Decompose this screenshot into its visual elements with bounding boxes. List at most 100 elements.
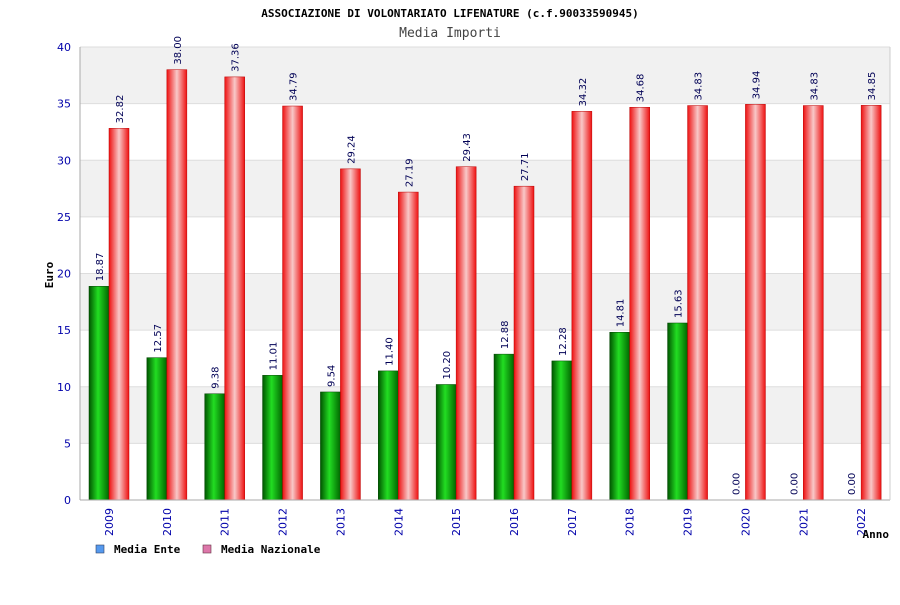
- value-label-nazionale: 34.32: [578, 78, 589, 107]
- value-label-ente: 15.63: [674, 289, 685, 318]
- bar-media-nazionale: [860, 105, 882, 501]
- x-tick-label: 2020: [739, 508, 752, 536]
- x-tick-label: 2013: [334, 508, 347, 536]
- bars: [88, 69, 882, 501]
- bar-media-ente: [667, 322, 688, 501]
- value-label-ente: 0.00: [731, 473, 742, 495]
- value-labels: 18.87 32.82 12.57 38.00 9.38 37.36 11.01 34.79 9…: [95, 36, 878, 495]
- value-label-nazionale: 38.00: [173, 36, 184, 65]
- bar-media-ente: [609, 332, 630, 501]
- x-tick-label: 2012: [277, 508, 290, 536]
- bar-media-ente: [493, 353, 515, 501]
- bar-media-ente: [88, 286, 110, 501]
- bar-media-ente: [378, 370, 399, 501]
- bar-media-nazionale: [629, 106, 650, 501]
- chart-title: ASSOCIAZIONE DI VOLONTARIATO LIFENATURE …: [261, 7, 639, 20]
- bar-media-nazionale: [803, 105, 824, 501]
- value-label-ente: 0.00: [789, 473, 800, 495]
- value-label-nazionale: 34.79: [289, 72, 300, 101]
- x-tick-label: 2015: [450, 508, 463, 536]
- value-label-ente: 0.00: [847, 473, 858, 495]
- value-label-ente: 11.40: [384, 337, 395, 366]
- bar-media-ente: [320, 391, 341, 501]
- y-tick-label: 0: [64, 494, 71, 507]
- value-label-ente: 12.57: [153, 324, 164, 353]
- value-label-ente: 14.81: [616, 299, 627, 328]
- x-tick-label: 2018: [624, 508, 637, 536]
- grid-band: [80, 443, 890, 500]
- x-tick-labels: 2009 2010 2011 2012 2013 2014 2015 2016 2017 2018…: [103, 508, 868, 536]
- axes: [79, 47, 891, 501]
- x-tick-label: 2016: [508, 508, 521, 536]
- value-label-nazionale: 34.94: [751, 71, 762, 100]
- x-tick-label: 2022: [855, 508, 868, 536]
- y-tick-label: 15: [57, 324, 71, 337]
- value-label-ente: 11.01: [269, 342, 280, 371]
- bar-media-ente: [262, 375, 283, 501]
- value-label-nazionale: 27.19: [404, 158, 415, 187]
- value-label-ente: 9.38: [211, 367, 222, 389]
- bar-media-nazionale: [282, 105, 303, 501]
- value-label-ente: 10.20: [442, 351, 453, 380]
- x-tick-label: 2019: [682, 508, 695, 536]
- x-tick-label: 2021: [797, 508, 810, 536]
- y-tick-label: 5: [64, 437, 71, 450]
- grid-band: [80, 330, 890, 387]
- bar-media-nazionale: [687, 105, 708, 501]
- legend: Media Ente Media Nazionale: [95, 543, 321, 556]
- grid-band: [80, 47, 890, 104]
- value-label-nazionale: 32.82: [115, 95, 126, 124]
- bar-media-nazionale: [745, 104, 766, 501]
- value-label-nazionale: 29.24: [346, 135, 357, 164]
- y-tick-label: 40: [57, 41, 71, 54]
- value-label-nazionale: 29.43: [462, 133, 473, 162]
- value-label-ente: 9.54: [326, 365, 337, 387]
- grid-band: [80, 216, 890, 274]
- bar-media-nazionale: [340, 168, 361, 501]
- grid-band: [80, 273, 890, 331]
- value-label-nazionale: 34.68: [636, 74, 647, 103]
- bar-media-nazionale: [513, 185, 535, 501]
- value-label-nazionale: 27.71: [520, 153, 531, 182]
- legend-swatch-nazionale: [202, 544, 212, 554]
- bar-media-nazionale: [571, 111, 593, 501]
- bar-media-nazionale: [224, 76, 245, 501]
- bar-media-ente: [146, 357, 168, 501]
- x-tick-label: 2011: [219, 508, 232, 536]
- bar-media-ente: [204, 393, 225, 501]
- value-label-nazionale: 37.36: [231, 43, 242, 72]
- bar-media-nazionale: [166, 69, 188, 501]
- bar-media-nazionale: [108, 128, 130, 501]
- x-axis-label: Anno: [863, 528, 890, 541]
- y-axis-label: Euro: [43, 261, 56, 288]
- x-tick-label: 2017: [566, 508, 579, 536]
- bar-media-ente: [551, 360, 573, 501]
- legend-label-ente: Media Ente: [114, 543, 181, 556]
- x-tick-label: 2014: [392, 508, 405, 536]
- value-label-ente: 18.87: [95, 253, 106, 282]
- y-tick-labels: 0 5 10 15 20 25 30 35 40: [57, 41, 71, 507]
- bar-media-nazionale: [398, 191, 419, 501]
- legend-label-nazionale: Media Nazionale: [221, 543, 321, 556]
- y-tick-label: 25: [57, 211, 71, 224]
- x-tick-label: 2009: [103, 508, 116, 536]
- y-tick-label: 35: [57, 98, 71, 111]
- grid-band: [80, 103, 890, 161]
- legend-swatch-ente: [95, 544, 105, 554]
- x-tick-label: 2010: [161, 508, 174, 536]
- y-tick-label: 20: [57, 268, 71, 281]
- grid-band: [80, 386, 890, 444]
- bar-media-nazionale: [455, 166, 477, 501]
- value-label-nazionale: 34.85: [867, 72, 878, 101]
- y-tick-label: 10: [57, 381, 71, 394]
- y-tick-label: 30: [57, 154, 71, 167]
- value-label-ente: 12.28: [558, 327, 569, 356]
- bar-media-ente: [435, 384, 457, 501]
- value-label-nazionale: 34.83: [694, 72, 705, 101]
- grid-band: [80, 160, 890, 217]
- value-label-nazionale: 34.83: [809, 72, 820, 101]
- chart-subtitle: Media Importi: [399, 26, 501, 41]
- value-label-ente: 12.88: [500, 320, 511, 349]
